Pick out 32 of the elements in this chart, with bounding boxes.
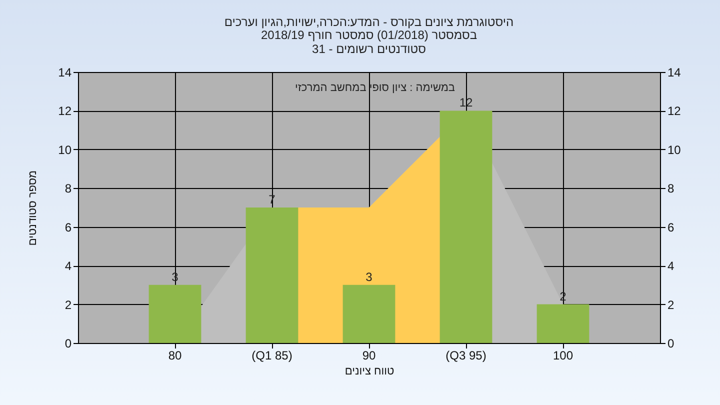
bar — [536, 304, 590, 343]
y2-tick-label: 6 — [668, 220, 674, 234]
y-tick-label: 0 — [64, 336, 72, 350]
y-tick-label: 12 — [58, 104, 72, 118]
y-axis-title: מספר סטודנטים — [27, 170, 40, 246]
y2-tick-label: 2 — [668, 298, 674, 312]
x-tick-label: 80 — [168, 348, 182, 362]
y-tick-label: 8 — [64, 182, 72, 196]
bar — [148, 284, 202, 343]
y-tick-label: 14 — [58, 66, 72, 80]
y2-tick-label: 4 — [668, 259, 674, 274]
y2-tick-label: 10 — [668, 142, 682, 157]
bar — [440, 110, 492, 343]
y2-tick-label: 14 — [668, 66, 682, 80]
y-tick-label: 4 — [64, 259, 72, 274]
y-tick-label: 6 — [64, 220, 72, 234]
x-tick-label: 100 — [552, 348, 574, 362]
chart-title: היסטוגרמת ציונים בקורס - המדע:הכרה,ישויות,הגיון וערכים — [224, 15, 514, 29]
x-tick-label: 90 — [362, 348, 376, 362]
y2-tick-label: 8 — [668, 182, 674, 196]
bar — [342, 284, 396, 343]
y-tick-label: 2 — [64, 298, 72, 312]
x-axis-title: טווח ציונים — [344, 366, 394, 378]
x-tick-label: (Q1 85) — [252, 348, 292, 362]
chart-subtitle: בסמסטר (01/2018) סמסטר חורף 2018/19 סטודנטים רשומים - 31 — [260, 28, 478, 56]
y2-tick-label: 0 — [668, 336, 674, 350]
bar — [246, 208, 298, 343]
x-tick-label: (Q3 95) — [446, 348, 486, 362]
y2-tick-label: 12 — [668, 104, 682, 118]
y-tick-label: 10 — [58, 142, 72, 157]
annotation: במשימה : ציון סופי במחשב המרכזי — [294, 82, 456, 94]
data-label: 3 — [366, 270, 373, 284]
